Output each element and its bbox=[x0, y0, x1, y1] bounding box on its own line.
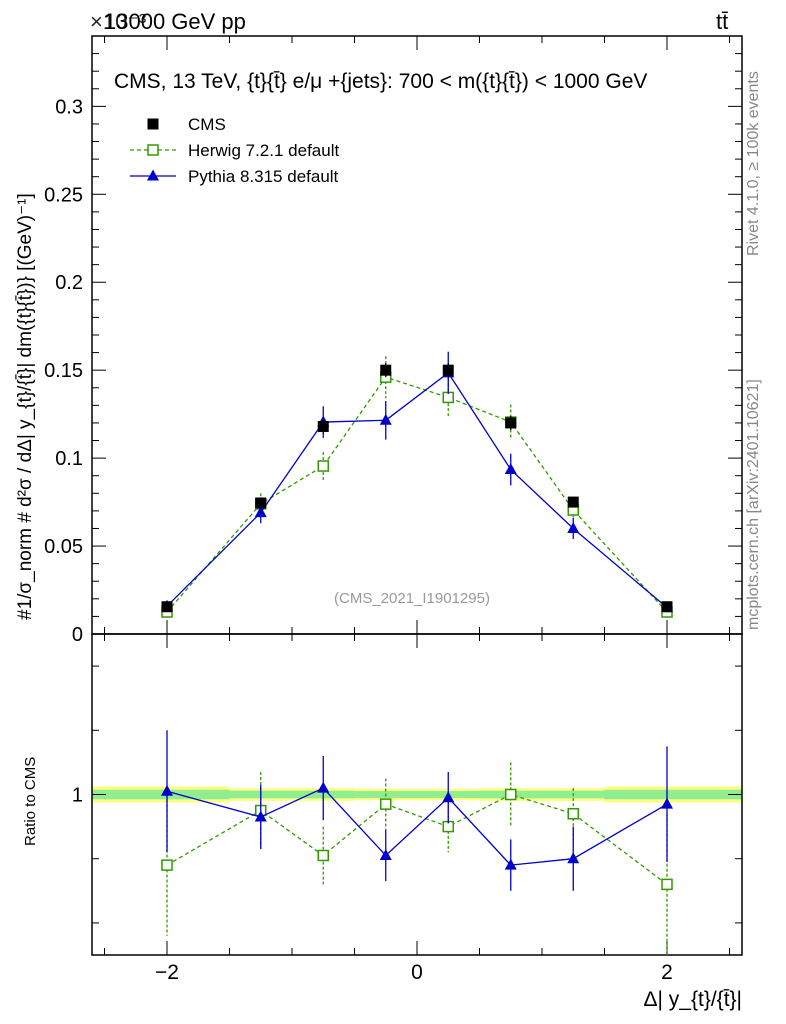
cms-point bbox=[317, 420, 329, 432]
chart-title: CMS, 13 TeV, {t}{t̄} e/μ +{jets}: 700 < … bbox=[114, 70, 648, 93]
header-exponent-label: ×10⁻³ bbox=[90, 9, 147, 34]
herwig-ratio-point bbox=[567, 808, 579, 820]
herwig-ratio-point bbox=[505, 788, 517, 801]
legend: CMS Herwig 7.2.1 default Pythia 8.315 defa… bbox=[130, 115, 339, 186]
herwig-point bbox=[442, 391, 454, 404]
cms-point bbox=[505, 417, 517, 429]
legend-marker-cms bbox=[147, 118, 159, 130]
x-tick-label: −2 bbox=[155, 961, 179, 984]
y-axis-label: #1/σ_norm # d²σ / dΔ| y_{t}/{t̄}| dm({t}… bbox=[15, 193, 36, 620]
herwig-line bbox=[166, 376, 668, 613]
y-tick-label: 0.25 bbox=[44, 184, 83, 206]
ratio-y-axis-label: Ratio to CMS bbox=[22, 756, 39, 846]
pythia-ratio-point bbox=[442, 791, 455, 803]
ratio-band-inner bbox=[604, 789, 742, 800]
x-tick-label: 0 bbox=[411, 961, 423, 984]
herwig-ratio-point bbox=[161, 859, 173, 871]
pythia-ratio-point bbox=[161, 784, 173, 796]
pythia-point bbox=[567, 521, 580, 533]
x-axis-label: Δ| y_{t}/{t̄}| bbox=[643, 988, 742, 1011]
y-tick-label: 0.15 bbox=[44, 360, 83, 382]
y-zero-label: 0 bbox=[72, 624, 83, 646]
pythia-point bbox=[504, 463, 517, 475]
pythia-ratio-point bbox=[379, 848, 392, 860]
tick-labels: −2 0 2 0.05 0.1 0.15 0.2 0.25 0.3 0 1 bbox=[44, 96, 673, 984]
herwig-ratio-point bbox=[661, 878, 673, 891]
cms-point bbox=[161, 601, 173, 613]
cms-point bbox=[567, 496, 579, 508]
header-energy-label: 13000 GeV pp bbox=[104, 9, 246, 34]
y-tick-label: 0.2 bbox=[55, 272, 83, 294]
cms-point bbox=[661, 601, 673, 613]
y-tick-label: 0.05 bbox=[44, 536, 83, 558]
ratio-series-layer bbox=[161, 730, 673, 955]
herwig-ratio-line bbox=[166, 793, 668, 885]
ratio-plot-frame bbox=[91, 633, 743, 956]
legend-label-cms: CMS bbox=[188, 115, 226, 134]
ratio-tick-label: 1 bbox=[72, 785, 83, 807]
cms-point bbox=[380, 364, 392, 376]
pythia-ratio-point bbox=[504, 858, 517, 870]
legend-marker-herwig bbox=[147, 144, 159, 156]
pythia-ratio-point bbox=[661, 797, 673, 809]
herwig-ratio-point bbox=[380, 798, 392, 810]
legend-label-herwig: Herwig 7.2.1 default bbox=[188, 141, 339, 160]
legend-marker-pythia bbox=[147, 169, 159, 181]
pythia-ratio-point bbox=[567, 852, 580, 864]
herwig-point bbox=[317, 460, 329, 472]
main-series-layer bbox=[161, 351, 673, 618]
rivet-version-label: Rivet 4.1.0, ≥ 100k events bbox=[745, 71, 762, 256]
pythia-ratio-point bbox=[254, 810, 267, 822]
ratio-uncertainty-band bbox=[92, 786, 742, 803]
x-tick-label: 2 bbox=[661, 961, 673, 984]
cms-point bbox=[442, 364, 454, 376]
pythia-point bbox=[379, 413, 392, 425]
watermark: (CMS_2021_I1901295) bbox=[334, 590, 490, 607]
y-tick-label: 0.3 bbox=[55, 96, 83, 118]
legend-label-pythia: Pythia 8.315 default bbox=[188, 167, 339, 186]
pythia-ratio-point bbox=[317, 781, 330, 793]
y-tick-label: 0.1 bbox=[55, 448, 83, 470]
ratio-band-inner bbox=[92, 789, 230, 800]
axis-ticks bbox=[92, 36, 742, 955]
herwig-ratio-point bbox=[317, 849, 329, 862]
pythia-point bbox=[254, 506, 267, 518]
cms-point bbox=[255, 497, 267, 509]
mcplots-source-label: mcplots.cern.ch [arXiv:2401.10621] bbox=[745, 379, 762, 630]
header-process-label: tt̄ bbox=[716, 9, 729, 34]
pythia-ratio-line bbox=[166, 787, 668, 866]
pythia-line bbox=[166, 371, 668, 609]
